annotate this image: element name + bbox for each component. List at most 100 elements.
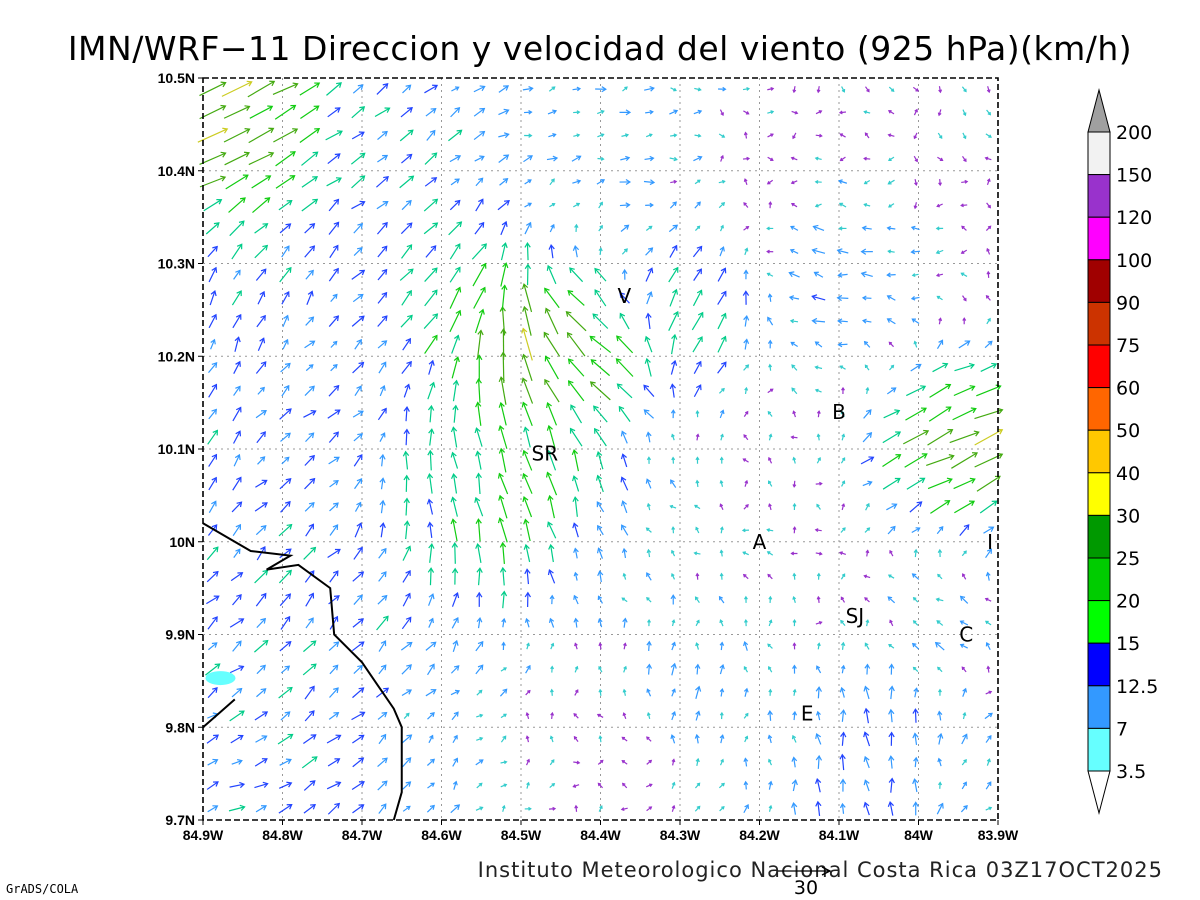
- wind-arrow: [962, 295, 967, 302]
- wind-arrow: [621, 597, 628, 603]
- wind-arrow: [231, 501, 243, 513]
- wind-arrow: [544, 307, 559, 335]
- wind-arrow: [717, 335, 727, 353]
- x-tick-label: 83.9W: [978, 827, 1019, 843]
- wind-arrow: [328, 711, 340, 720]
- wind-arrow: [451, 711, 459, 721]
- wind-arrow: [863, 203, 871, 207]
- wind-arrow: [378, 803, 387, 814]
- wind-arrow: [888, 685, 895, 700]
- wind-arrow: [352, 757, 365, 768]
- wind-arrow: [279, 478, 292, 490]
- wind-arrow: [620, 224, 630, 232]
- wind-arrow: [911, 273, 919, 277]
- wind-arrow: [522, 472, 533, 494]
- wind-arrow: [938, 781, 943, 789]
- wind-arrow: [499, 566, 507, 586]
- wind-arrow: [743, 131, 748, 139]
- wind-arrow: [230, 572, 244, 582]
- wind-arrow: [888, 643, 895, 649]
- wind-arrow: [452, 639, 459, 652]
- wind-arrow: [984, 156, 992, 161]
- wind-arrow: [984, 340, 993, 349]
- wind-arrow: [768, 503, 772, 511]
- wind-arrow: [986, 109, 992, 116]
- wind-arrow: [256, 617, 267, 629]
- wind-arrow: [766, 551, 774, 556]
- wind-arrow: [767, 480, 773, 487]
- wind-arrow: [912, 620, 919, 626]
- wind-arrow: [913, 340, 918, 348]
- wind-arrow: [938, 178, 943, 187]
- wind-arrow: [279, 223, 292, 234]
- wind-arrow: [812, 224, 825, 231]
- wind-arrow: [984, 712, 993, 720]
- wind-arrow: [595, 474, 604, 493]
- wind-arrow: [791, 756, 798, 768]
- wind-arrow: [815, 133, 823, 138]
- wind-arrow: [839, 365, 846, 370]
- wind-arrow: [499, 688, 508, 697]
- wind-arrow: [451, 356, 460, 379]
- wind-arrow: [621, 268, 628, 280]
- wind-arrow: [544, 378, 560, 403]
- software-credit: GrADS/COLA: [6, 882, 79, 896]
- wind-arrow: [402, 337, 411, 351]
- wind-arrow: [303, 409, 317, 418]
- wind-arrow: [402, 757, 412, 768]
- wind-arrow: [618, 405, 631, 422]
- wind-arrow: [452, 734, 458, 744]
- wind-arrow: [521, 377, 534, 404]
- wind-arrow: [354, 522, 363, 538]
- wind-arrow: [233, 385, 241, 396]
- wind-arrow: [424, 84, 439, 94]
- wind-arrow: [887, 110, 895, 115]
- colorbar-swatch: [1087, 174, 1111, 218]
- wind-arrow: [523, 518, 531, 542]
- wind-arrow: [205, 222, 220, 235]
- wind-arrow: [572, 784, 580, 788]
- wind-arrow: [719, 641, 725, 651]
- wind-arrow: [476, 591, 483, 607]
- wind-arrow: [301, 151, 319, 166]
- wind-arrow: [598, 642, 603, 650]
- wind-arrow: [961, 179, 969, 184]
- wind-arrow: [814, 528, 822, 533]
- wind-arrow: [548, 86, 556, 92]
- wind-arrow: [523, 109, 533, 115]
- y-tick-label: 9.7N: [165, 812, 195, 828]
- x-tick-label: 84.8W: [262, 827, 303, 843]
- place-label: V: [618, 284, 632, 308]
- wind-arrow: [961, 781, 967, 790]
- wind-arrow: [475, 450, 482, 470]
- wind-arrow: [645, 312, 652, 330]
- wind-arrow: [815, 732, 822, 745]
- wind-arrow: [597, 133, 605, 138]
- wind-arrow: [718, 179, 726, 184]
- wind-arrow: [305, 617, 314, 629]
- wind-arrow: [207, 245, 218, 258]
- wind-arrow: [573, 547, 579, 559]
- wind-arrow: [595, 86, 607, 93]
- wind-arrow: [207, 642, 218, 651]
- wind-arrow: [571, 155, 582, 162]
- wind-arrow: [278, 523, 293, 537]
- wind-arrow: [836, 294, 849, 302]
- wind-arrow: [768, 688, 773, 696]
- wind-arrow: [523, 426, 531, 448]
- wind-arrow: [598, 665, 603, 673]
- wind-arrow: [790, 225, 799, 231]
- wind-arrow: [792, 595, 797, 603]
- wind-arrow: [927, 429, 954, 446]
- wind-arrow: [351, 781, 365, 791]
- wind-arrow: [598, 224, 603, 232]
- wind-arrow: [256, 431, 266, 444]
- wind-arrow: [695, 572, 700, 580]
- wind-arrow: [861, 318, 872, 324]
- wind-arrow: [550, 642, 555, 650]
- wind-arrow: [643, 179, 656, 186]
- wind-arrow: [671, 572, 676, 580]
- wind-arrow: [473, 107, 486, 117]
- wind-arrow: [718, 133, 726, 138]
- wind-arrow: [935, 226, 944, 231]
